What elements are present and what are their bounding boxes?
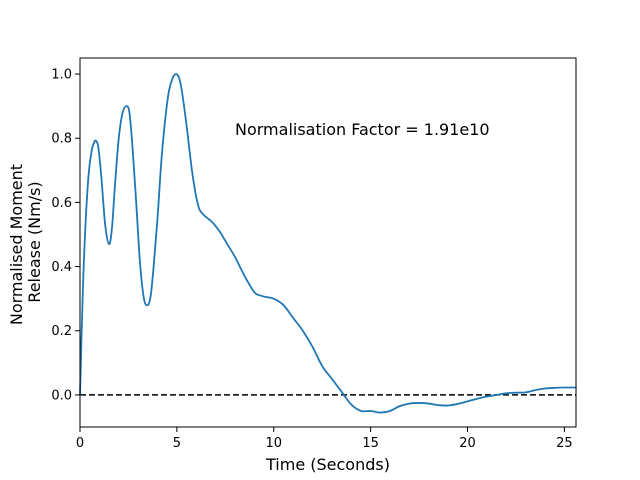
x-tick-label: 15: [362, 436, 379, 451]
y-tick-label: 1.0: [51, 68, 72, 83]
y-axis-label-line-2: Release (Nm/s): [25, 181, 44, 302]
y-tick-label: 0.0: [51, 388, 72, 403]
annotation-text: Normalisation Factor = 1.91e10: [235, 120, 490, 139]
plot-area: [80, 58, 576, 427]
x-tick-label: 10: [265, 436, 282, 451]
x-axis: 0 5 10 15 20 25: [76, 427, 573, 451]
y-axis-label: Normalised Moment Release (Nm/s): [7, 159, 44, 325]
y-tick-label: 0.2: [51, 324, 72, 339]
x-tick-label: 5: [173, 436, 181, 451]
x-tick-label: 0: [76, 436, 84, 451]
series-line: [79, 73, 577, 414]
y-axis-label-line-1: Normalised Moment: [7, 164, 26, 325]
y-tick-label: 0.8: [51, 132, 72, 147]
y-tick-label: 0.6: [51, 196, 72, 211]
y-axis: 0.0 0.2 0.4 0.6 0.8 1.0: [51, 68, 80, 403]
plot-frame: [79, 57, 577, 428]
x-tick-label: 25: [556, 436, 573, 451]
x-tick-label: 20: [459, 436, 476, 451]
x-axis-label: Time (Seconds): [265, 455, 390, 474]
y-tick-label: 0.4: [51, 260, 72, 275]
